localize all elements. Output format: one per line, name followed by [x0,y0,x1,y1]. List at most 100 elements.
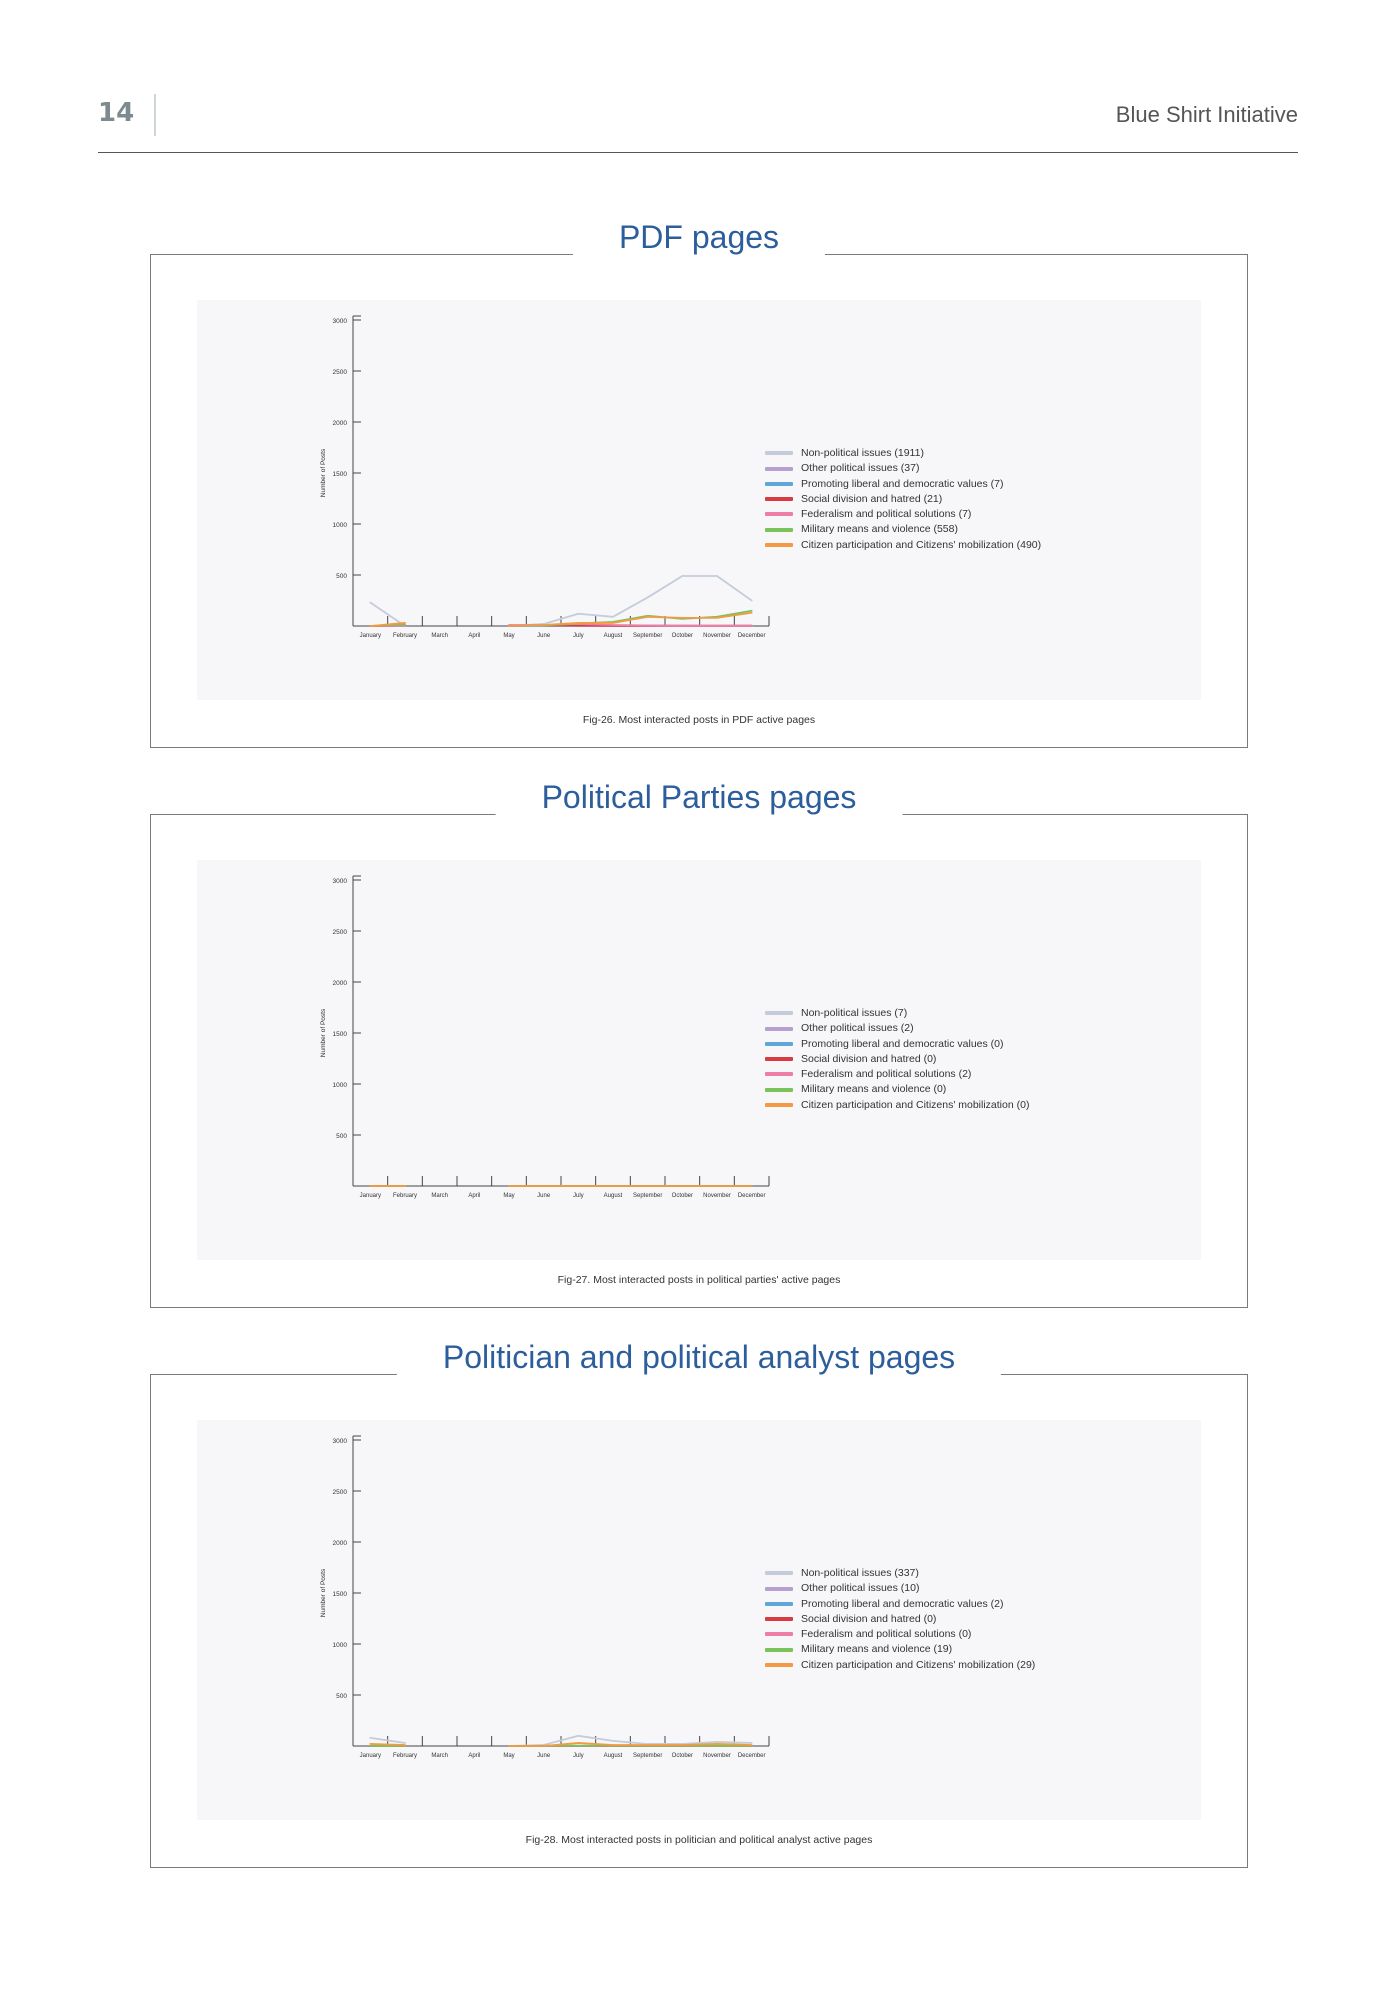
x-tick-label: February [393,633,417,639]
series-line [508,1742,753,1747]
line-chart: 500 1000 1500 2000 2500 3000 January February Ma… [320,1435,770,1759]
x-tick-label: September [633,633,662,639]
x-tick-label: April [468,1193,480,1199]
legend-swatch [765,1601,793,1606]
legend-label: Promoting liberal and democratic values … [801,1597,1004,1610]
legend-swatch [765,1647,793,1652]
page-header: 14 Blue Shirt Initiative [98,90,1298,153]
legend-swatch [765,527,793,532]
legend-label: Military means and violence (19) [801,1643,953,1656]
legend-swatch [765,497,793,502]
y-tick-label: 1000 [333,522,348,529]
x-tick-label: November [703,633,731,639]
legend-swatch [765,1103,793,1107]
legend-label: Non-political issues (1911) [801,447,924,459]
y-tick-label: 3000 [333,318,348,325]
legend-item: Military means and violence (19) [765,1642,1035,1657]
legend-item: Military means and violence (558) [765,522,1041,537]
legend-label: Federalism and political solutions (0) [801,1628,972,1641]
legend-swatch [765,1632,793,1637]
legend-item: Citizen participation and Citizens' mobi… [765,1658,1035,1673]
legend-label: Other political issues (2) [801,1022,914,1035]
x-tick-label: August [604,633,623,639]
x-tick-label: November [703,1193,731,1199]
legend-item: Non-political issues (337) [765,1566,1035,1581]
x-tick-label: October [672,1193,693,1199]
y-axis-title: Number of Posts [320,1568,327,1617]
legend-swatch [765,512,793,517]
document-title: Blue Shirt Initiative [1115,102,1298,127]
section-title: PDF pages [572,219,826,256]
series-line [369,1743,406,1746]
legend-item: Other political issues (2) [765,1021,1029,1036]
y-tick-label: 3000 [333,1438,348,1445]
chart-section-political-parties: Political Parties pages 500 1000 1500 2000 2… [150,779,1248,1308]
chart-legend: Non-political issues (1911) Other politi… [765,446,1041,553]
x-tick-label: March [431,633,448,639]
y-tick-label: 500 [336,573,347,580]
legend-label: Non-political issues (7) [801,1007,908,1019]
chart-section-pdf: PDF pages 500 1000 1500 2000 2500 3000 January… [150,219,1248,748]
legend-label: Social division and hatred (0) [801,1612,937,1625]
series-line [369,601,406,627]
legend-item: Federalism and political solutions (7) [765,507,1041,522]
x-tick-label: April [468,1753,480,1759]
legend-item: Promoting liberal and democratic values … [765,477,1041,492]
series-line [508,611,753,627]
x-tick-label: January [360,1753,381,1759]
x-tick-label: July [573,1753,584,1759]
figure-caption: Fig-28. Most interacted posts in politic… [525,1834,873,1846]
y-tick-label: 2500 [333,929,348,936]
header-divider [154,94,156,136]
legend-swatch [765,1087,793,1092]
legend-item: Military means and violence (0) [765,1082,1029,1097]
legend-label: Other political issues (10) [801,1582,920,1595]
y-tick-label: 1500 [333,471,348,478]
legend-label: Promoting liberal and democratic values … [801,477,1004,490]
x-tick-label: September [633,1193,662,1199]
x-tick-label: September [633,1753,662,1759]
legend-item: Social division and hatred (21) [765,492,1041,507]
x-tick-label: April [468,633,480,639]
x-tick-label: February [393,1193,417,1199]
legend-label: Social division and hatred (0) [801,1052,937,1065]
legend-swatch [765,543,793,547]
series-line [369,1736,406,1744]
x-tick-label: December [738,1193,766,1199]
legend-item: Citizen participation and Citizens' mobi… [765,538,1041,553]
legend-label: Social division and hatred (21) [801,492,943,505]
legend-label: Citizen participation and Citizens' mobi… [801,1098,1030,1111]
x-tick-label: December [738,633,766,639]
chart-legend: Non-political issues (7) Other political… [765,1006,1029,1113]
x-tick-label: June [537,1193,551,1199]
legend-label: Citizen participation and Citizens' mobi… [801,538,1042,551]
legend-item: Other political issues (10) [765,1581,1035,1596]
legend-item: Non-political issues (1911) [765,446,1041,461]
y-tick-label: 500 [336,1693,347,1700]
x-tick-label: January [360,1193,381,1199]
x-tick-label: March [431,1753,448,1759]
x-tick-label: May [503,1753,514,1759]
y-tick-label: 2500 [333,369,348,376]
legend-swatch [765,1026,793,1031]
figure-caption: Fig-26. Most interacted posts in PDF act… [582,714,816,726]
y-tick-label: 1000 [333,1642,348,1649]
series-line [508,575,753,627]
line-chart: 500 1000 1500 2000 2500 3000 January February Ma… [320,875,770,1199]
legend-swatch [765,466,793,471]
legend-swatch [765,481,793,486]
legend-swatch [765,451,793,456]
y-tick-label: 1000 [333,1082,348,1089]
legend-item: Federalism and political solutions (2) [765,1067,1029,1082]
y-tick-label: 500 [336,1133,347,1140]
series-line [508,1734,753,1747]
legend-label: Citizen participation and Citizens' mobi… [801,1658,1036,1671]
legend-item: Social division and hatred (0) [765,1052,1029,1067]
legend-item: Promoting liberal and democratic values … [765,1597,1035,1612]
chart-section-politician-analyst: Politician and political analyst pages 5… [150,1339,1248,1868]
y-axis-title: Number of Posts [320,448,327,497]
legend-item: Federalism and political solutions (0) [765,1627,1035,1642]
section-title: Political Parties pages [495,779,903,816]
legend-label: Promoting liberal and democratic values … [801,1037,1004,1050]
y-tick-label: 1500 [333,1031,348,1038]
